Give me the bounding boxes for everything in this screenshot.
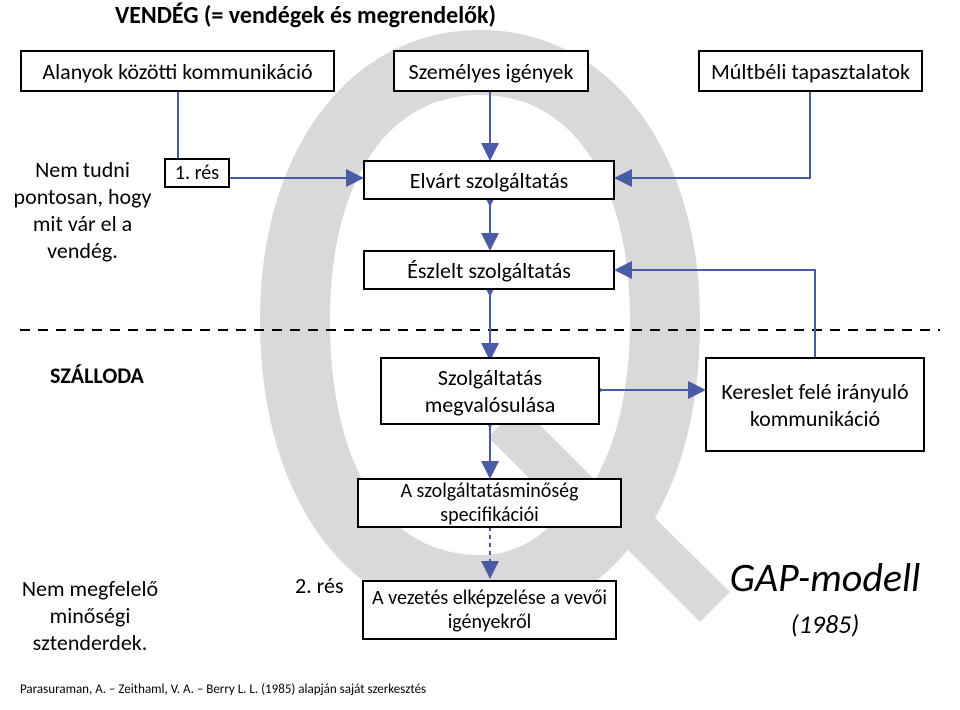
box-service-delivery: Szolgáltatás megvalósulása bbox=[380, 357, 600, 425]
gap-1-label: 1. rés bbox=[164, 158, 230, 188]
header-title: VENDÉG (= vendégek és megrendelők) bbox=[115, 0, 565, 30]
credit-line: Parasuraman, A. – Zeithaml, V. A. – Berr… bbox=[20, 682, 426, 697]
model-title-text: GAP-modell bbox=[730, 553, 921, 602]
background-letter-q bbox=[230, 10, 730, 650]
note-left-1: Nem tudni pontosan, hogy mit vár el a ve… bbox=[5, 150, 160, 270]
box-personal-needs: Személyes igények bbox=[393, 50, 589, 92]
box-external-communication: Kereslet felé irányuló kommunikáció bbox=[705, 357, 925, 452]
box-management-perception: A vezetés elképzelése a vevői igényekről bbox=[362, 580, 617, 640]
section-label-hotel: SZÁLLODA bbox=[50, 355, 200, 395]
gap-2-label: 2. rés bbox=[295, 570, 355, 600]
model-title: GAP-modell (1985) bbox=[700, 557, 950, 641]
box-expected-service: Elvárt szolgáltatás bbox=[363, 160, 615, 200]
model-year: (1985) bbox=[791, 608, 859, 640]
box-inter-subject-communication: Alanyok közötti kommunikáció bbox=[20, 50, 335, 92]
box-perceived-service: Észlelt szolgáltatás bbox=[363, 250, 615, 290]
note-left-2: Nem megfelelő minőségi sztenderdek. bbox=[5, 555, 175, 675]
box-past-experience: Múltbéli tapasztalatok bbox=[698, 50, 923, 92]
box-quality-specs: A szolgáltatásminőség specifikációi bbox=[357, 478, 622, 528]
